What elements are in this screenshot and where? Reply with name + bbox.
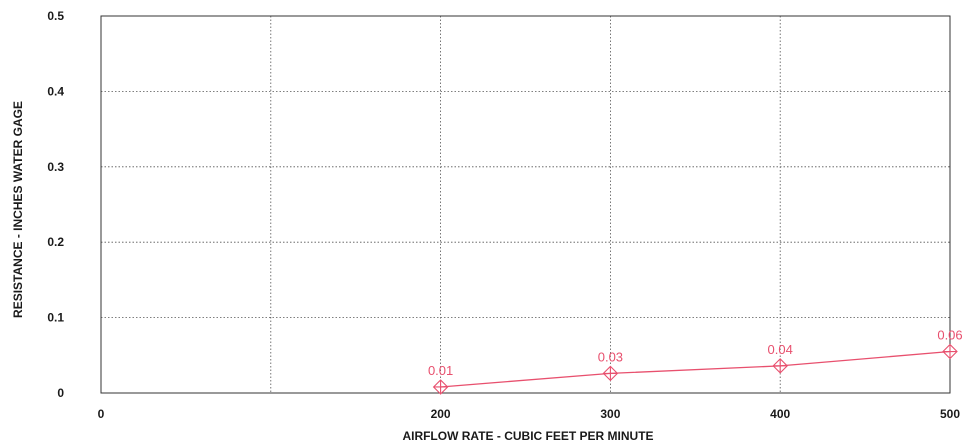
y-tick-label: 0.1 — [47, 311, 64, 325]
data-point — [942, 343, 958, 360]
grid-layer — [101, 16, 950, 393]
series-layer — [432, 343, 958, 395]
x-tick-label: 400 — [770, 407, 790, 421]
y-tick-label: 0.2 — [47, 235, 64, 249]
y-tick-label: 0.4 — [47, 84, 64, 98]
data-point — [602, 365, 619, 382]
x-tick-label: 0 — [98, 407, 105, 421]
data-label: 0.03 — [598, 349, 623, 364]
y-tick-label: 0 — [57, 386, 64, 400]
data-label: 0.06 — [937, 328, 962, 343]
data-point — [432, 379, 449, 395]
x-tick-labels: 0 200 300 400 500 — [98, 407, 961, 421]
x-tick-label: 500 — [940, 407, 960, 421]
x-tick-label: 300 — [600, 407, 620, 421]
data-label: 0.04 — [768, 342, 793, 357]
x-axis-title: AIRFLOW RATE - CUBIC FEET PER MINUTE — [402, 429, 653, 443]
data-label: 0.01 — [428, 363, 453, 378]
x-tick-label: 200 — [431, 407, 451, 421]
data-point — [772, 358, 788, 374]
y-tick-labels: 0 0.1 0.2 0.3 0.4 0.5 — [47, 9, 64, 400]
plot-frame — [100, 15, 951, 394]
data-label-layer: 0.01 0.03 0.04 0.06 — [428, 328, 963, 378]
series-line — [440, 350, 951, 388]
y-axis-title: RESISTANCE - INCHES WATER GAGE — [11, 101, 25, 318]
y-tick-label: 0.3 — [47, 160, 64, 174]
y-tick-label: 0.5 — [47, 9, 64, 23]
